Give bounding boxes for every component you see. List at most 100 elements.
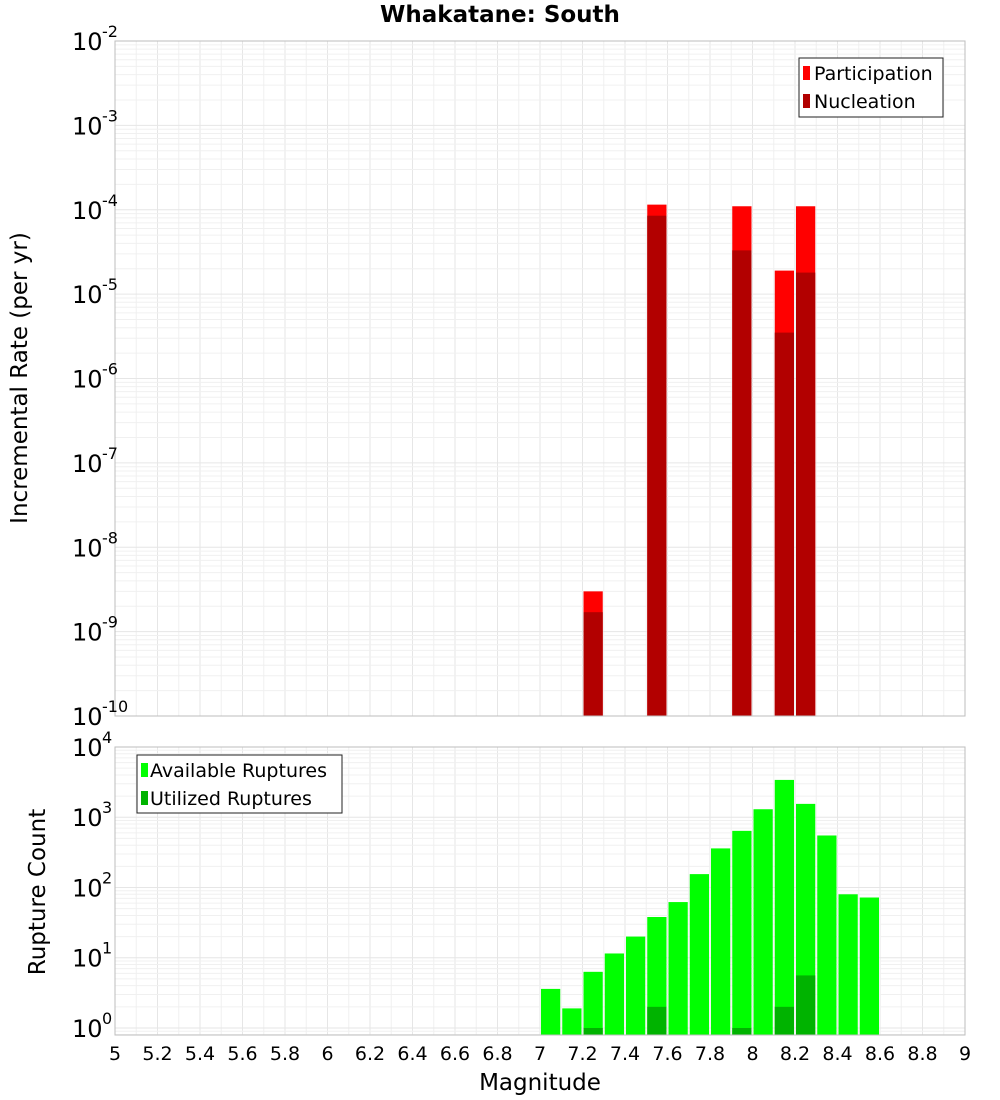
- y-tick-label: 10: [72, 1015, 103, 1043]
- legend-label-utilized-ruptures: Utilized Ruptures: [150, 788, 312, 810]
- x-ticks: 5 5.2 5.4 5.6 5.8 6 6.2 6.4 6.6 6.8 7 7.2 7.4 7.6 7.8 8…: [109, 1043, 971, 1065]
- count-legend-box: [136, 754, 343, 814]
- count-bar-available-ruptures-5: [647, 917, 667, 1035]
- count-bar-utilized-ruptures-3: [774, 1006, 794, 1035]
- count-bar-available-ruptures-1: [562, 1008, 582, 1035]
- count-bar-available-ruptures-2: [583, 971, 603, 1035]
- x-tick-label: 5.4: [185, 1043, 215, 1065]
- rate-grid: [115, 41, 965, 716]
- x-tick-label: 7.6: [652, 1043, 682, 1065]
- count-plot-frame: [114, 746, 966, 1036]
- chart-title: Whakatane: South: [380, 2, 620, 28]
- count-bar-available-ruptures-8: [711, 848, 731, 1035]
- x-tick-label: 9: [959, 1043, 971, 1065]
- y-tick-exponent: 2: [102, 868, 112, 887]
- x-axis-label: Magnitude: [479, 1070, 601, 1096]
- count-bar-available-ruptures-0: [541, 988, 561, 1035]
- y-tick-label: 10: [72, 450, 103, 478]
- y-tick-label: 10: [72, 874, 103, 902]
- x-tick-label: 7.4: [610, 1043, 640, 1065]
- count-bar-available-ruptures-15: [859, 897, 879, 1035]
- y-tick-label: 10: [72, 804, 103, 832]
- rate-plot-frame: [114, 40, 966, 717]
- count-bar-utilized-ruptures-2: [732, 1027, 752, 1035]
- count-bar-available-ruptures-10: [753, 809, 773, 1035]
- x-tick-label: 8.6: [865, 1043, 895, 1065]
- x-tick-label: 5.8: [270, 1043, 300, 1065]
- x-tick-label: 5.6: [227, 1043, 257, 1065]
- rate-bar-nucleation-3: [774, 332, 794, 716]
- x-tick-label: 5: [109, 1043, 121, 1065]
- legend-swatch-available-ruptures: [141, 763, 148, 777]
- x-tick-label: 8: [746, 1043, 758, 1065]
- rate-bars: [583, 204, 816, 717]
- count-bar-utilized-ruptures-4: [796, 975, 816, 1035]
- y-tick-label: 10: [72, 28, 103, 56]
- x-tick-label: 6.2: [355, 1043, 385, 1065]
- y-tick-exponent: -9: [102, 613, 118, 632]
- y-tick-label: 10: [72, 703, 103, 731]
- count-bar-available-ruptures-14: [838, 894, 858, 1035]
- legend-label-available-ruptures: Available Ruptures: [150, 760, 327, 782]
- count-bar-available-ruptures-7: [689, 874, 709, 1035]
- count-bar-utilized-ruptures-1: [647, 1006, 667, 1035]
- legend-swatch-participation: [803, 66, 810, 80]
- count-bar-available-ruptures-6: [668, 902, 688, 1035]
- y-tick-label: 10: [72, 281, 103, 309]
- y-tick-exponent: -4: [102, 191, 118, 210]
- y-tick-exponent: -2: [102, 22, 118, 41]
- rate-bar-nucleation-4: [796, 272, 816, 716]
- y-tick-label: 10: [72, 734, 103, 762]
- y-tick-exponent: -6: [102, 360, 118, 379]
- y-tick-label: 10: [72, 366, 103, 394]
- x-tick-label: 6.4: [397, 1043, 427, 1065]
- count-bar-utilized-ruptures-0: [583, 1027, 603, 1035]
- y-tick-exponent: -8: [102, 528, 118, 547]
- x-tick-label: 7.2: [567, 1043, 597, 1065]
- x-tick-label: 8.2: [780, 1043, 810, 1065]
- x-tick-label: 8.8: [907, 1043, 937, 1065]
- y-tick-label: 10: [72, 945, 103, 973]
- legend-swatch-utilized-ruptures: [141, 791, 148, 805]
- x-tick-label: 5.2: [142, 1043, 172, 1065]
- rate-legend: Participation Nucleation: [798, 57, 944, 118]
- y-tick-exponent: -5: [102, 275, 118, 294]
- x-tick-label: 6: [321, 1043, 333, 1065]
- y-tick-exponent: -10: [102, 697, 128, 716]
- rate-legend-box: [798, 57, 944, 118]
- x-tick-label: 7.8: [695, 1043, 725, 1065]
- rate-bar-nucleation-0: [583, 612, 603, 716]
- y-tick-exponent: -7: [102, 444, 118, 463]
- legend-label-nucleation: Nucleation: [814, 91, 916, 113]
- count-bar-available-ruptures-3: [604, 953, 624, 1035]
- x-tick-label: 7: [534, 1043, 546, 1065]
- count-legend: Available Ruptures Utilized Ruptures: [136, 754, 343, 814]
- count-bar-available-ruptures-9: [732, 830, 752, 1035]
- rate-bar-nucleation-1: [647, 215, 667, 717]
- rate-bar-nucleation-2: [732, 250, 752, 717]
- y-tick-exponent: 3: [102, 798, 112, 817]
- x-tick-label: 8.4: [822, 1043, 852, 1065]
- y-tick-label: 10: [72, 197, 103, 225]
- y-tick-exponent: 4: [102, 728, 112, 747]
- count-y-axis-label: Rupture Count: [25, 809, 51, 975]
- y-tick-exponent: -3: [102, 106, 118, 125]
- y-tick-exponent: 1: [102, 939, 112, 958]
- count-bar-available-ruptures-11: [774, 779, 794, 1035]
- y-tick-label: 10: [72, 619, 103, 647]
- legend-label-participation: Participation: [814, 63, 933, 85]
- count-bar-available-ruptures-13: [817, 835, 837, 1035]
- x-tick-label: 6.6: [440, 1043, 470, 1065]
- count-bars: [541, 779, 879, 1035]
- y-tick-exponent: 0: [102, 1009, 112, 1028]
- rate-y-axis-label: Incremental Rate (per yr): [7, 232, 33, 524]
- legend-swatch-nucleation: [803, 94, 810, 108]
- y-tick-label: 10: [72, 534, 103, 562]
- y-tick-label: 10: [72, 112, 103, 140]
- x-tick-label: 6.8: [482, 1043, 512, 1065]
